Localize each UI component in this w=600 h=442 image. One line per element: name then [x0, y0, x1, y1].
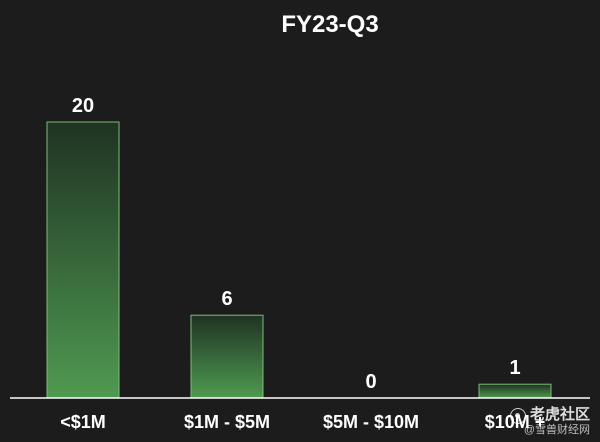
tick-labels-group: <$1M $1M - $5M $5M - $10M $10M + [60, 412, 545, 432]
tiger-logo-icon [509, 407, 526, 424]
tick-label-2: $5M - $10M [323, 412, 419, 432]
bar-0 [46, 121, 120, 399]
data-label-0: 20 [72, 95, 94, 117]
tick-label-1: $1M - $5M [184, 412, 270, 432]
data-label-3: 1 [509, 357, 520, 379]
bar-3 [478, 383, 552, 399]
data-label-2: 0 [365, 371, 376, 393]
tick-label-0: <$1M [60, 412, 106, 432]
watermark-sub-text: @雪兽财经网 [523, 423, 590, 436]
chart-title: FY23-Q3 [281, 11, 378, 38]
data-labels-group: 20 6 0 1 [72, 95, 521, 393]
watermark: 老虎社区 @雪兽财经网 [509, 406, 590, 436]
bar-1 [190, 314, 264, 399]
bars-group [46, 121, 552, 399]
data-label-1: 6 [221, 288, 232, 310]
watermark-main-text: 老虎社区 [529, 406, 590, 424]
